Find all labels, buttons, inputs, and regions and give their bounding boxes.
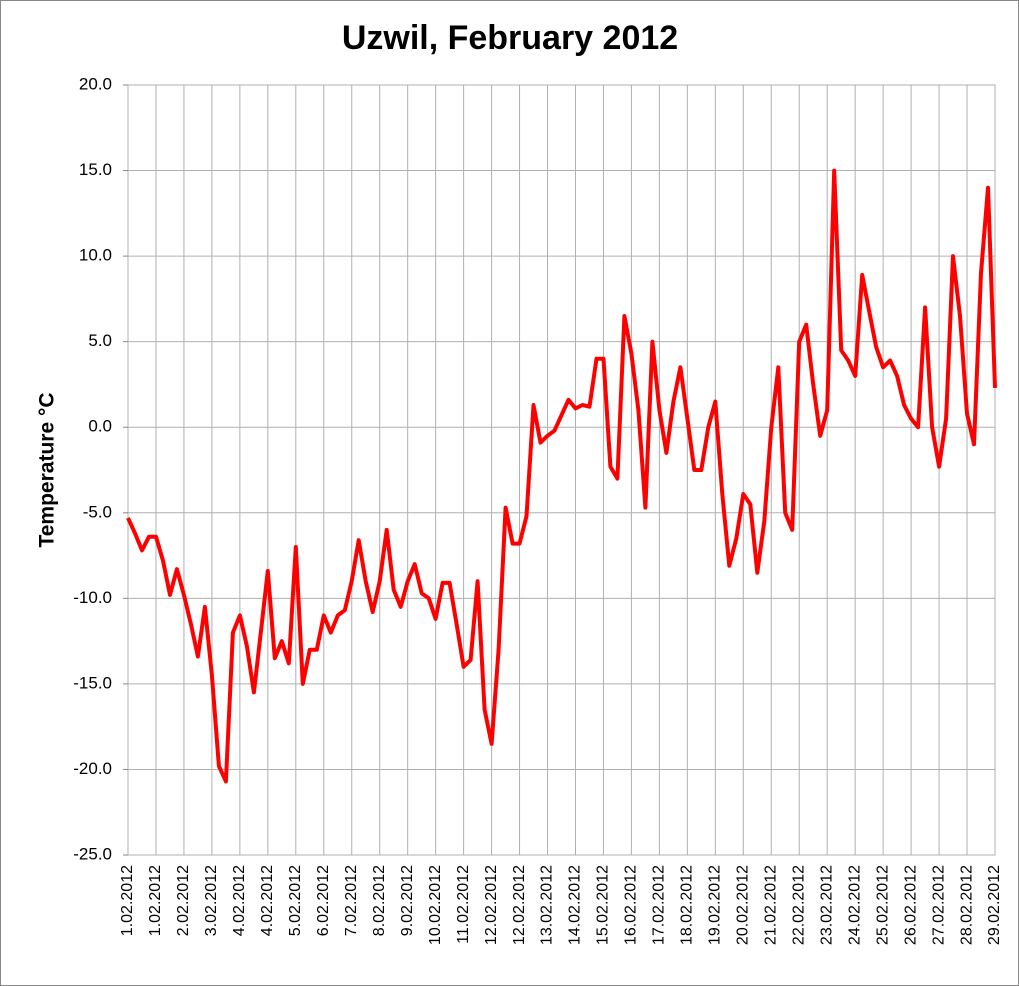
x-tick-label: 29.02.2012 [986, 865, 1003, 945]
x-tick-label: 8.02.2012 [371, 865, 388, 936]
y-tick-label: 0.0 [88, 417, 112, 436]
x-tick-label: 28.02.2012 [958, 865, 975, 945]
x-tick-label: 15.02.2012 [595, 865, 612, 945]
x-tick-label: 13.02.2012 [539, 865, 556, 945]
x-tick-label: 7.02.2012 [343, 865, 360, 936]
x-tick-label: 18.02.2012 [679, 865, 696, 945]
x-tick-label: 20.02.2012 [735, 865, 752, 945]
x-tick-label: 12.02.2012 [483, 865, 500, 945]
y-tick-label: -15.0 [73, 673, 112, 692]
y-tick-label: 20.0 [79, 74, 112, 93]
y-tick-label: -5.0 [83, 502, 112, 521]
x-tick-label: 1.02.2012 [147, 865, 164, 936]
x-tick-label: 2.02.2012 [175, 865, 192, 936]
x-tick-label: 21.02.2012 [762, 865, 779, 945]
x-tick-label: 26.02.2012 [902, 865, 919, 945]
x-tick-label: 17.02.2012 [651, 865, 668, 945]
x-tick-label: 27.02.2012 [930, 865, 947, 945]
x-tick-label: 9.02.2012 [399, 865, 416, 936]
x-tick-label: 16.02.2012 [623, 865, 640, 945]
x-tick-label: 22.02.2012 [790, 865, 807, 945]
x-tick-label: 5.02.2012 [287, 865, 304, 936]
y-tick-label: 5.0 [88, 331, 112, 350]
chart-title: Uzwil, February 2012 [342, 19, 678, 57]
x-tick-label: 6.02.2012 [315, 865, 332, 936]
plot-area [127, 84, 996, 856]
x-tick-label: 23.02.2012 [818, 865, 835, 945]
x-tick-label: 12.02.2012 [511, 865, 528, 945]
x-tick-label: 10.02.2012 [427, 865, 444, 945]
y-axis-title: Temperature °C [36, 392, 59, 547]
y-tick-label: -25.0 [73, 844, 112, 863]
y-tick-label: -20.0 [73, 759, 112, 778]
x-tick-label: 24.02.2012 [846, 865, 863, 945]
y-tick-label: 10.0 [79, 246, 112, 265]
x-tick-label: 19.02.2012 [707, 865, 724, 945]
x-tick-label: 1.02.2012 [119, 865, 136, 936]
x-tick-label: 25.02.2012 [874, 865, 891, 945]
y-tick-label: -10.0 [73, 588, 112, 607]
x-tick-label: 4.02.2012 [231, 865, 248, 936]
x-tick-label: 3.02.2012 [203, 865, 220, 936]
y-tick-label: 15.0 [79, 160, 112, 179]
x-tick-label: 14.02.2012 [567, 865, 584, 945]
data-line [126, 168, 997, 784]
x-tick-label: 4.02.2012 [259, 865, 276, 936]
x-tick-label: 11.02.2012 [455, 865, 472, 944]
